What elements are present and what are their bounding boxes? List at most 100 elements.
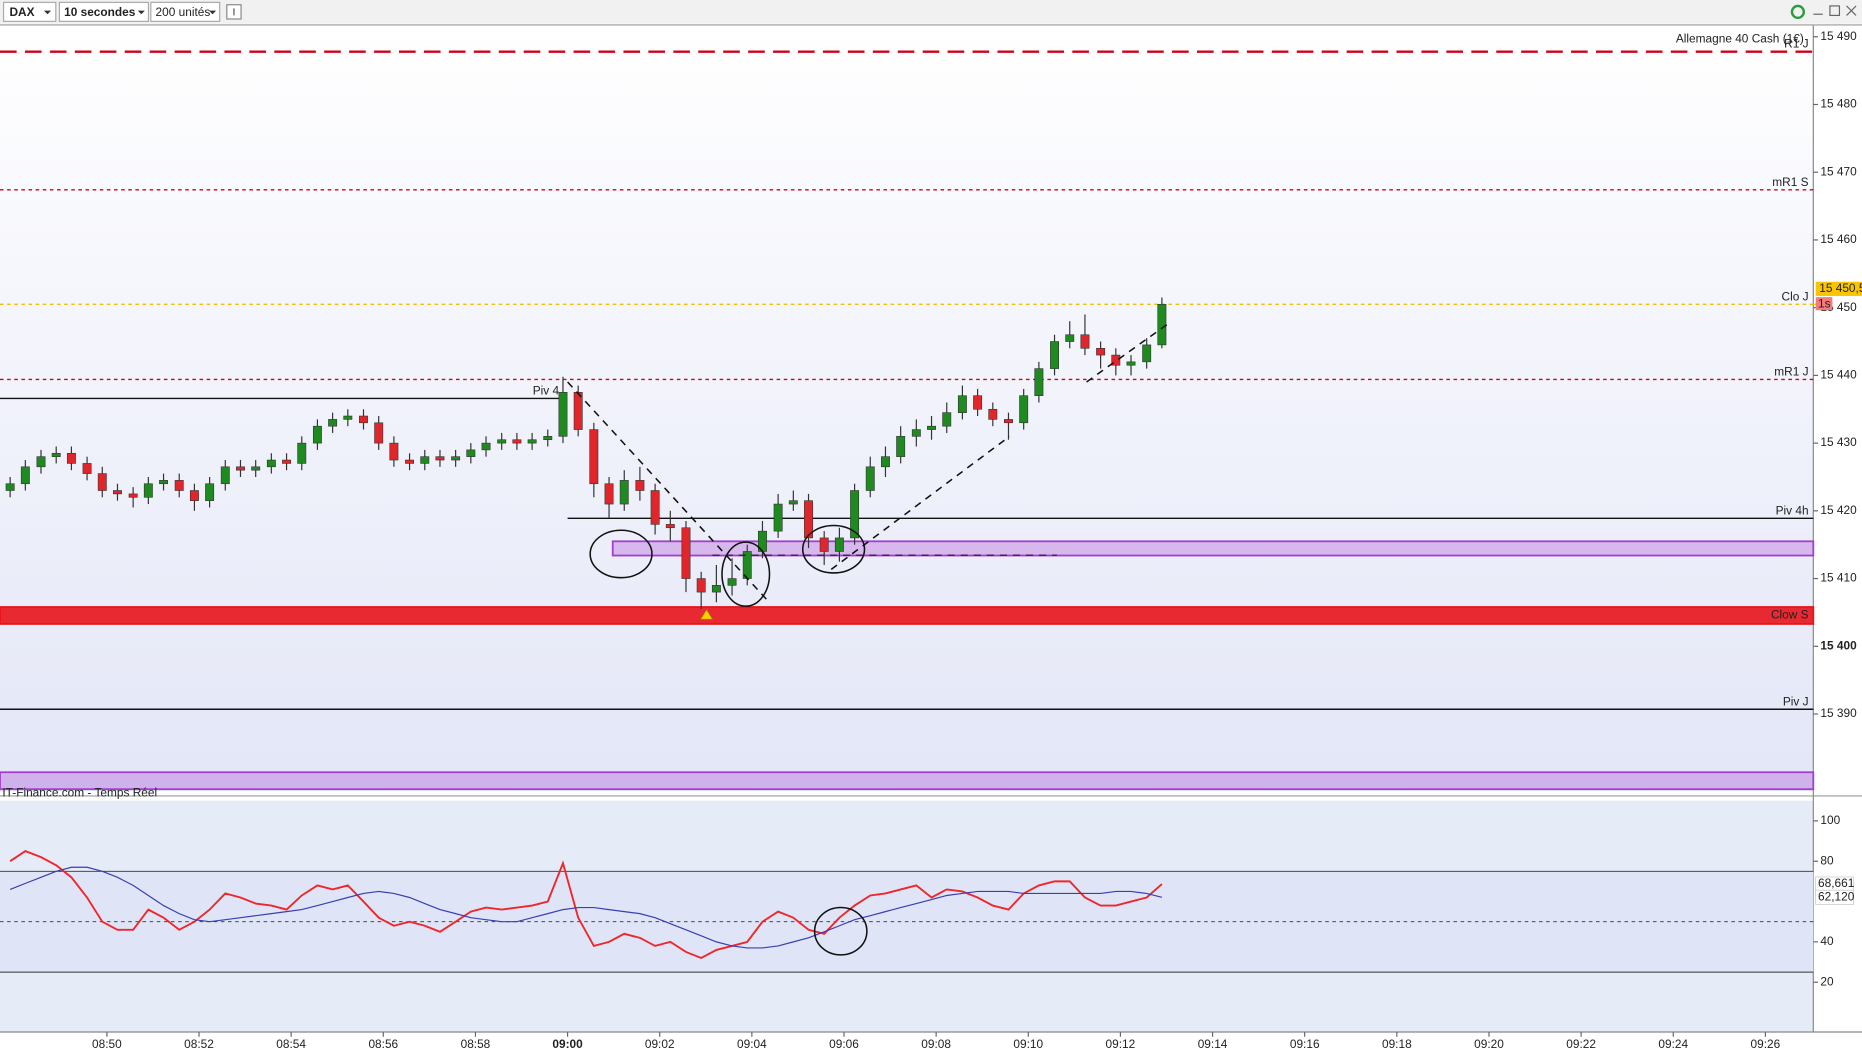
close-button[interactable] [1846,5,1857,16]
level-label: mR1 J [1774,364,1808,378]
refresh-button[interactable] [1790,4,1805,19]
candle-body [159,480,169,485]
annotation-circle [813,906,868,956]
annotation-circle [721,541,771,607]
last-value-label: 68,661 [1818,876,1855,890]
candle-body [896,436,906,457]
candle-body [650,490,660,525]
annotation-trend [567,381,771,604]
candle-body [374,422,384,444]
y-tick-label: 15 400 [1820,638,1857,652]
candle-body [619,480,629,505]
candle-body [927,425,936,430]
annotation-circle [589,529,653,579]
candle-body [266,459,276,468]
candle-body [51,452,61,457]
candle-body [988,408,998,420]
level-label: Piv J [1783,694,1809,708]
candle-body [1050,341,1059,369]
maximize-button[interactable] [1829,5,1841,17]
zone [0,771,1815,791]
zone [0,606,1815,625]
x-tick-label: 09:16 [1290,1037,1320,1051]
last-value-box [1815,889,1854,905]
x-tick-label: 09:02 [645,1037,675,1051]
candle-body [865,466,875,491]
y-tick-label: 15 480 [1820,97,1857,111]
last-price-label: 15 450,5 [1819,281,1862,295]
x-tick-label: 09:24 [1658,1037,1688,1051]
level-label: Piv 4h [1776,503,1809,517]
candle-body [97,473,107,491]
candle-body [220,466,230,485]
y-tick-label: 15 420 [1820,503,1857,517]
candle-body [696,578,706,593]
candle-body [297,442,307,464]
interval: 10 secondes [64,5,136,19]
units: 200 unités [156,5,211,19]
y-tick-label: 15 430 [1820,435,1857,449]
x-tick-label: 09:04 [737,1037,767,1051]
candle-body [1065,334,1075,342]
candle-body [589,429,599,485]
y-tick-label: 15 410 [1820,571,1857,585]
candle-body [359,415,368,424]
candle-body [82,463,92,474]
candle-body [1111,354,1121,366]
candle-body [143,483,153,498]
interval-select[interactable] [58,1,150,22]
candle-body [1019,395,1029,424]
candle-body [405,459,415,464]
candle-body [819,537,829,552]
candle-body [957,395,967,413]
candle-body [435,456,445,461]
candle-body [543,436,553,441]
candle-body [711,585,721,593]
toolbar [0,0,1862,24]
panel-title: IT-Finance.com - Temps Réel [2,786,157,800]
last-price-box [1815,281,1862,296]
candle-body [773,503,783,532]
annotation-trend [830,435,1010,571]
candle-body [328,419,338,427]
y-tick-label: 100 [1820,813,1840,827]
level-label: Clo J [1782,289,1809,303]
candle-body [251,466,261,471]
candle-body [174,480,184,491]
y-tick-label: 80 [1820,853,1834,867]
units-select[interactable] [150,1,221,22]
x-tick-label: 09:22 [1566,1037,1596,1051]
x-tick-label: 09:12 [1106,1037,1136,1051]
zone [611,540,1815,557]
candle-body [466,449,476,457]
last-value-label: 62,120 [1818,889,1855,903]
x-tick-label: 09:08 [921,1037,951,1051]
annotation-trend [1086,322,1171,383]
candle-body [128,493,138,498]
candle-body [236,466,245,471]
symbol-select[interactable] [2,1,57,22]
series-line [9,850,1163,960]
x-tick-label: 09:26 [1751,1037,1781,1051]
x-tick-label: 09:10 [1013,1037,1043,1051]
candle-body [911,429,921,437]
candle-body [282,459,292,464]
y-tick-label: 15 440 [1820,368,1857,382]
candle-body [389,442,399,461]
y-tick-label: 15 470 [1820,164,1857,178]
candle-body [343,415,353,420]
annotation-circle [801,524,866,574]
candle-body [804,500,813,539]
y-tick-label: 40 [1820,934,1834,948]
x-tick-label: 09:00 [552,1037,583,1051]
y-tick-label: 20 [1820,974,1834,988]
x-tick-label: 08:52 [184,1037,214,1051]
countdown-box [1815,297,1833,311]
y-tick-label: 15 390 [1820,706,1857,720]
candle-body [973,395,983,410]
x-tick-label: 08:58 [461,1037,491,1051]
x-tick-label: 08:50 [92,1037,122,1051]
candle-body [481,442,491,451]
alert-marker [699,609,714,620]
